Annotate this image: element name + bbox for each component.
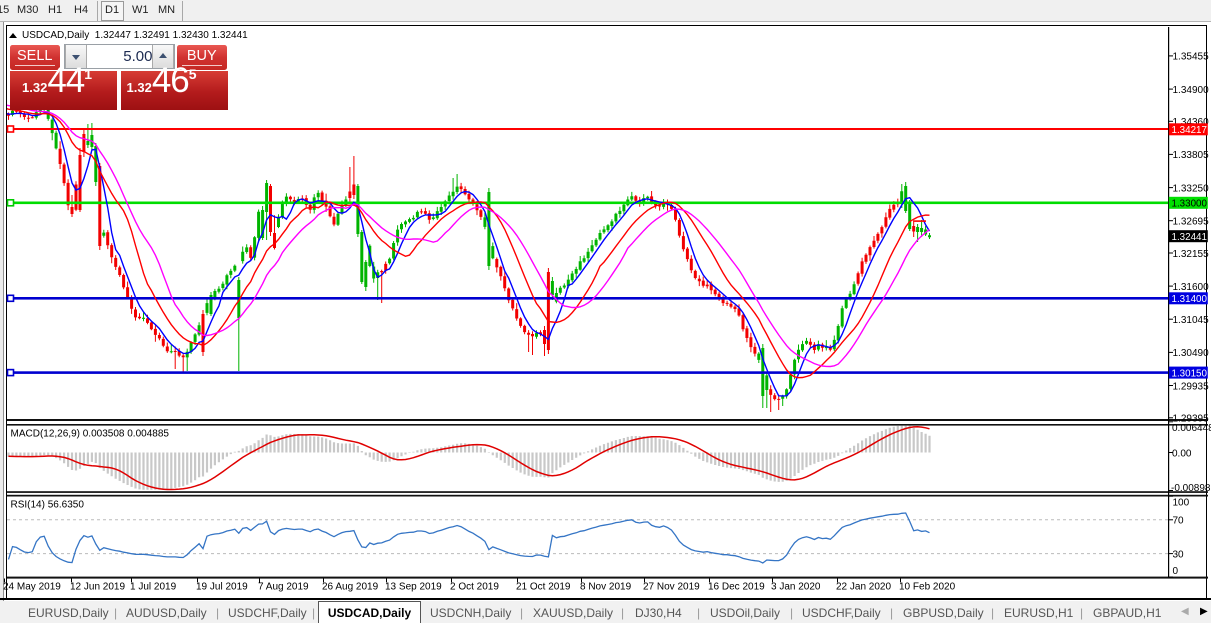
svg-text:1 Jul 2019: 1 Jul 2019 bbox=[130, 582, 177, 593]
svg-text:22 Jan 2020: 22 Jan 2020 bbox=[836, 582, 891, 593]
svg-text:0.006448: 0.006448 bbox=[1172, 423, 1211, 434]
svg-text:13 Sep 2019: 13 Sep 2019 bbox=[385, 582, 442, 593]
svg-text:MACD(12,26,9) 0.003508 0.00488: MACD(12,26,9) 0.003508 0.004885 bbox=[11, 429, 170, 440]
svg-text:10 Feb 2020: 10 Feb 2020 bbox=[899, 582, 956, 593]
svg-text:19 Jul 2019: 19 Jul 2019 bbox=[196, 582, 248, 593]
svg-text:8 Nov 2019: 8 Nov 2019 bbox=[580, 582, 632, 593]
svg-text:1.32695: 1.32695 bbox=[1173, 217, 1210, 228]
svg-text:24 May 2019: 24 May 2019 bbox=[3, 582, 61, 593]
svg-text:1.33250: 1.33250 bbox=[1173, 183, 1210, 194]
svg-text:27 Nov 2019: 27 Nov 2019 bbox=[643, 582, 700, 593]
svg-text:1.31400: 1.31400 bbox=[1172, 294, 1208, 305]
svg-text:3 Jan 2020: 3 Jan 2020 bbox=[771, 582, 821, 593]
svg-text:0.00: 0.00 bbox=[1172, 448, 1192, 459]
svg-text:100: 100 bbox=[1173, 498, 1190, 509]
svg-text:RSI(14) 56.6350: RSI(14) 56.6350 bbox=[11, 500, 85, 511]
svg-text:1.35455: 1.35455 bbox=[1173, 52, 1210, 63]
svg-text:70: 70 bbox=[1173, 516, 1185, 527]
svg-text:-0.008982: -0.008982 bbox=[1171, 483, 1211, 494]
svg-text:1.32441: 1.32441 bbox=[1172, 232, 1207, 243]
svg-text:1.34217: 1.34217 bbox=[1172, 125, 1207, 136]
svg-text:21 Oct 2019: 21 Oct 2019 bbox=[516, 582, 571, 593]
svg-text:1.33000: 1.33000 bbox=[1172, 199, 1208, 210]
svg-text:16 Dec 2019: 16 Dec 2019 bbox=[708, 582, 765, 593]
svg-text:7 Aug 2019: 7 Aug 2019 bbox=[258, 582, 309, 593]
svg-text:12 Jun 2019: 12 Jun 2019 bbox=[70, 582, 125, 593]
svg-text:1.34900: 1.34900 bbox=[1173, 85, 1210, 96]
svg-text:0: 0 bbox=[1173, 566, 1179, 577]
svg-text:1.29395: 1.29395 bbox=[1173, 414, 1210, 425]
svg-text:1.32155: 1.32155 bbox=[1173, 249, 1210, 260]
svg-text:1.31045: 1.31045 bbox=[1173, 315, 1210, 326]
svg-text:1.34360: 1.34360 bbox=[1173, 117, 1210, 128]
svg-text:1.29935: 1.29935 bbox=[1173, 381, 1210, 392]
svg-text:1.30490: 1.30490 bbox=[1173, 348, 1210, 359]
svg-text:1.30150: 1.30150 bbox=[1172, 368, 1208, 379]
svg-text:30: 30 bbox=[1173, 549, 1185, 560]
svg-text:1.33805: 1.33805 bbox=[1173, 150, 1210, 161]
svg-text:2 Oct 2019: 2 Oct 2019 bbox=[450, 582, 499, 593]
svg-text:26 Aug 2019: 26 Aug 2019 bbox=[322, 582, 379, 593]
svg-text:1.31600: 1.31600 bbox=[1173, 282, 1210, 293]
